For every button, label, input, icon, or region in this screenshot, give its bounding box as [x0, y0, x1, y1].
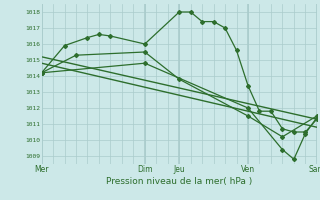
- X-axis label: Pression niveau de la mer( hPa ): Pression niveau de la mer( hPa ): [106, 177, 252, 186]
